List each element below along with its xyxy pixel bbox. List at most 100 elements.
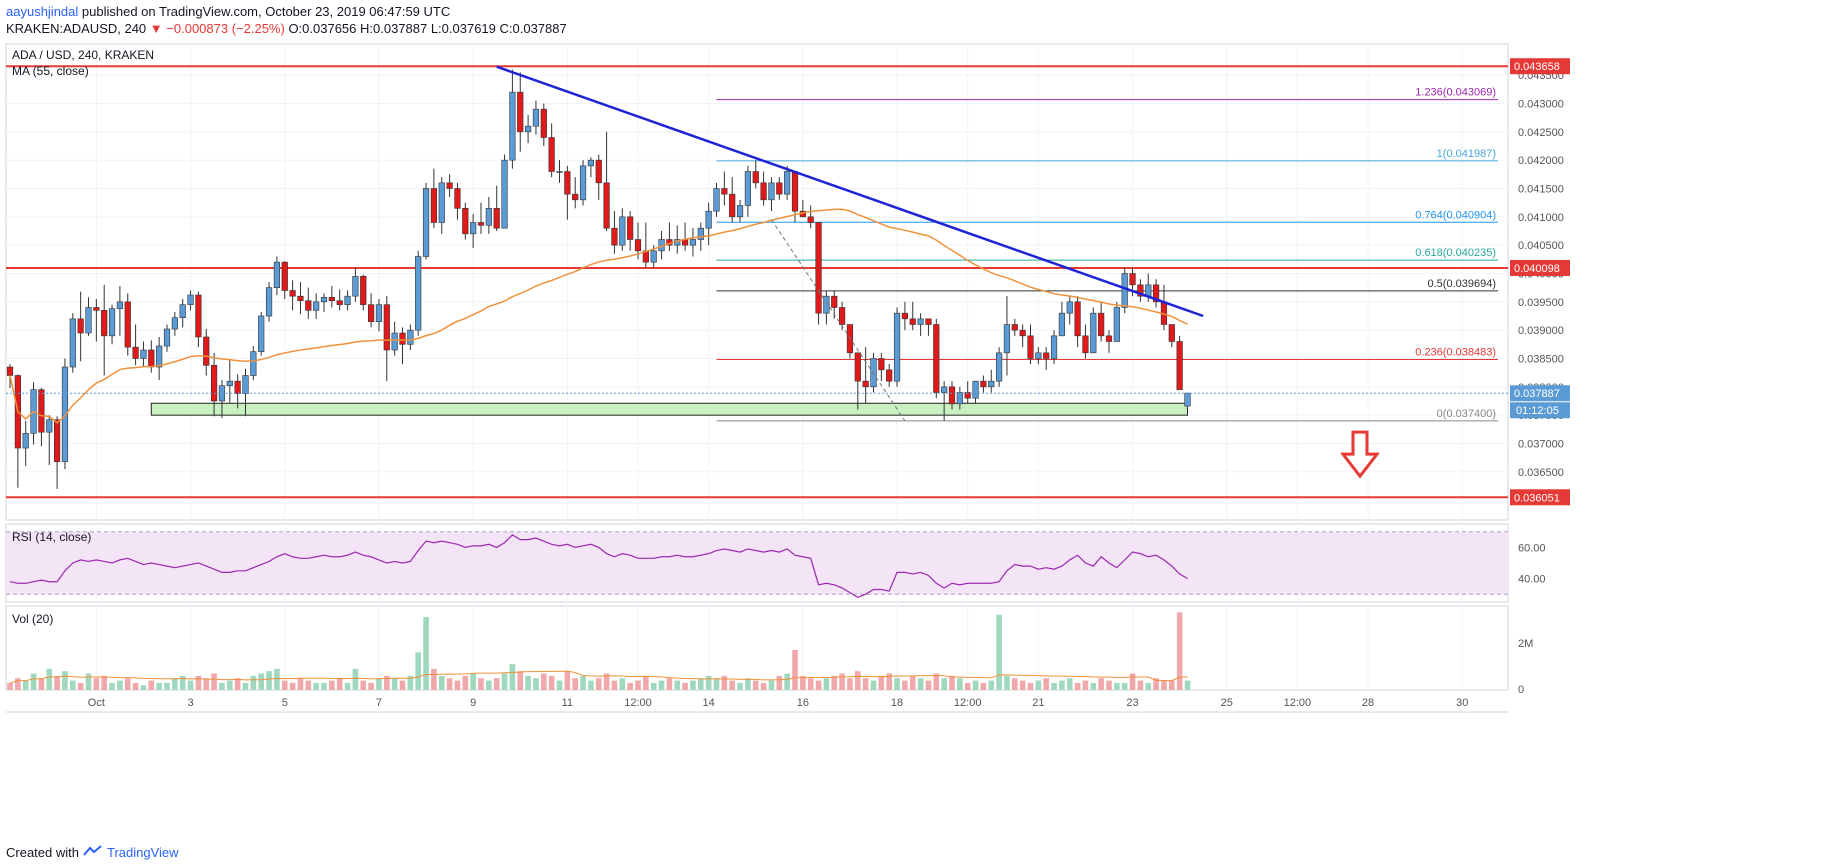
volume-bar bbox=[38, 678, 45, 690]
pane-border bbox=[5, 605, 1509, 691]
rsi-label: RSI (14, close) bbox=[12, 530, 91, 544]
volume-bar bbox=[305, 680, 312, 690]
candle-body bbox=[1129, 273, 1136, 286]
volume-bar bbox=[1121, 682, 1128, 690]
price-label-bg bbox=[1510, 259, 1570, 276]
price-label-bg bbox=[1510, 58, 1570, 75]
volume-bar bbox=[729, 680, 735, 690]
volume-bar bbox=[22, 680, 29, 690]
volume-bar bbox=[336, 678, 343, 690]
candle-body bbox=[430, 188, 438, 223]
publisher-line: aayushjindal published on TradingView.co… bbox=[6, 4, 450, 19]
volume-bar bbox=[30, 673, 37, 690]
volume-bar bbox=[1145, 682, 1152, 690]
volume-bar bbox=[258, 673, 264, 690]
volume-bar bbox=[509, 664, 516, 690]
volume-bar bbox=[721, 675, 728, 690]
candle-body bbox=[477, 222, 485, 226]
volume-bar bbox=[658, 680, 665, 690]
volume-bar bbox=[187, 680, 194, 690]
volume-bar bbox=[643, 675, 649, 690]
candle-body bbox=[85, 307, 92, 334]
candle-body bbox=[807, 216, 814, 223]
volume-bar bbox=[93, 678, 100, 690]
y-tick-label: 0.041000 bbox=[1518, 212, 1564, 224]
candle-body bbox=[93, 307, 100, 311]
volume-bar bbox=[737, 682, 743, 690]
candle-body bbox=[1121, 273, 1128, 308]
candle-body bbox=[744, 171, 751, 206]
volume-bar bbox=[7, 682, 13, 690]
volume-bar bbox=[195, 675, 202, 690]
price-label: 0.043658 bbox=[1514, 61, 1560, 73]
volume-bar bbox=[124, 678, 131, 690]
candle-body bbox=[909, 318, 916, 325]
tradingview-logo-icon bbox=[83, 845, 103, 860]
volume-bar bbox=[203, 678, 210, 690]
candle-body bbox=[572, 193, 579, 201]
x-tick-label: 16 bbox=[797, 697, 809, 709]
candle-body bbox=[281, 261, 288, 291]
candle-body bbox=[1058, 312, 1065, 337]
x-tick-label: 23 bbox=[1126, 697, 1138, 709]
candle-body bbox=[862, 380, 869, 388]
symbol-line: KRAKEN:ADAUSD, 240 ▼ −0.000873 (−2.25%) … bbox=[6, 21, 567, 36]
volume-bar bbox=[745, 678, 751, 690]
candle-body bbox=[886, 369, 893, 382]
volume-bar bbox=[1176, 612, 1183, 690]
x-tick-label: 12:00 bbox=[954, 697, 982, 709]
volume-bar bbox=[77, 682, 84, 690]
candle-body bbox=[838, 307, 846, 325]
candle-body bbox=[517, 91, 524, 133]
volume-bar bbox=[996, 614, 1002, 690]
price-label-bg bbox=[1510, 489, 1570, 506]
candle-body bbox=[383, 304, 390, 351]
candle-body bbox=[752, 171, 759, 184]
volume-bar bbox=[313, 682, 319, 690]
volume-bar bbox=[800, 675, 806, 690]
volume-bar bbox=[423, 617, 429, 690]
candle-body bbox=[1011, 324, 1018, 331]
x-tick-label: 30 bbox=[1456, 697, 1468, 709]
last-price-bg bbox=[1510, 385, 1570, 402]
published-date: published on TradingView.com, October 23… bbox=[81, 4, 451, 19]
volume-bar bbox=[752, 680, 759, 690]
volume-bar bbox=[925, 680, 932, 690]
fib-swing-line bbox=[771, 219, 906, 422]
volume-bar bbox=[588, 680, 594, 690]
volume-bar bbox=[156, 682, 162, 690]
candle-body bbox=[485, 208, 492, 226]
x-tick-label: 12:00 bbox=[624, 697, 652, 709]
candle-body bbox=[124, 301, 131, 348]
candle-body bbox=[823, 295, 830, 314]
candle-body bbox=[941, 386, 948, 393]
volume-bar bbox=[148, 680, 155, 690]
candle-body bbox=[313, 301, 320, 311]
candle-body bbox=[1019, 329, 1026, 337]
candle-body bbox=[46, 419, 53, 433]
candle-body bbox=[38, 389, 45, 433]
x-tick-label: 18 bbox=[891, 697, 903, 709]
candle-body bbox=[768, 182, 775, 201]
y-tick-label: 0.042500 bbox=[1518, 127, 1564, 139]
volume-bar bbox=[768, 680, 775, 690]
candle-body bbox=[980, 380, 987, 388]
y-tick-label: 0.039500 bbox=[1518, 297, 1564, 309]
volume-bar bbox=[909, 675, 916, 690]
candle-body bbox=[532, 108, 540, 127]
created-with: Created with bbox=[6, 845, 79, 860]
candle-body bbox=[619, 216, 626, 246]
candle-body bbox=[564, 171, 571, 195]
volume-bar bbox=[548, 675, 555, 690]
volume-bar bbox=[807, 678, 814, 690]
candle-body bbox=[328, 296, 335, 301]
candle-body bbox=[634, 239, 642, 252]
volume-bar bbox=[517, 671, 524, 690]
candle-body bbox=[587, 159, 594, 167]
candle-body bbox=[925, 318, 932, 325]
candle-body bbox=[187, 294, 194, 305]
candle-body bbox=[729, 193, 736, 218]
publisher-username[interactable]: aayushjindal bbox=[6, 4, 79, 19]
tradingview-link[interactable]: TradingView bbox=[106, 845, 179, 860]
